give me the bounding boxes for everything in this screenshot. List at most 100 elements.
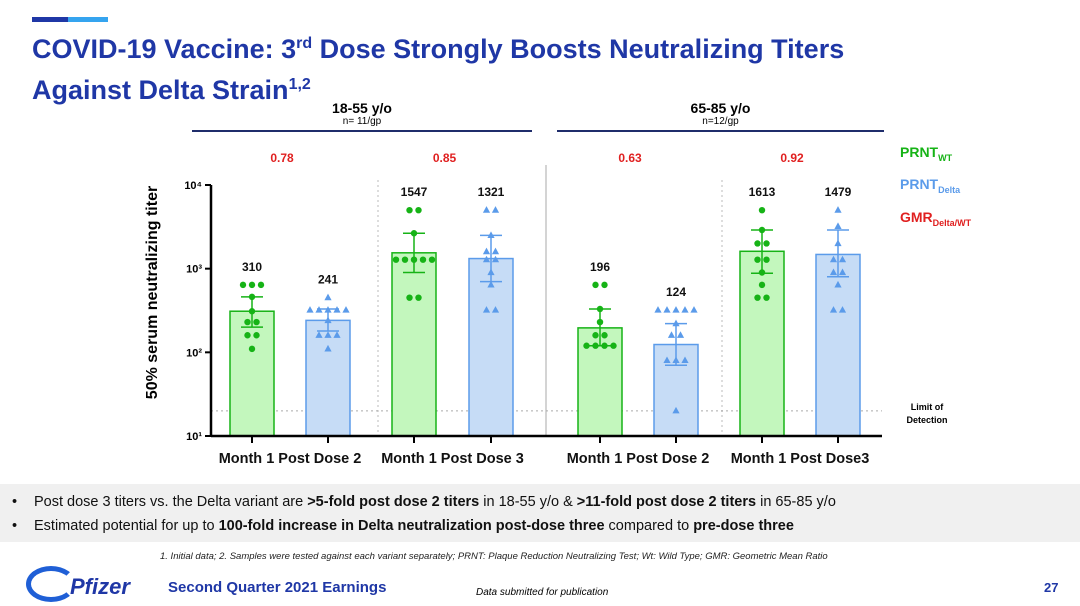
data-point (663, 306, 671, 313)
data-point (663, 356, 671, 364)
data-point (419, 256, 427, 263)
lod-label: Limit of (911, 402, 944, 412)
data-point (838, 306, 847, 313)
data-point (667, 331, 676, 338)
group-header-65-85: 65-85 y/o n=12/gp (690, 100, 751, 127)
data-point (834, 206, 842, 213)
pfizer-logo-icon (26, 566, 76, 602)
data-point (592, 332, 599, 339)
bullet-2: • Estimated potential for up to 100-fold … (12, 518, 794, 534)
bar-value-label: 124 (666, 285, 686, 299)
data-point (763, 240, 770, 247)
y-tick-label: 10³ (186, 264, 202, 276)
data-point (415, 294, 422, 301)
accent-bar-light (68, 17, 108, 22)
data-point (482, 206, 491, 213)
data-point (758, 226, 766, 234)
group-header-18-55: 18-55 y/o n= 11/gp (332, 100, 392, 127)
data-point (834, 222, 842, 230)
data-point (487, 231, 495, 238)
bar-value-label: 1547 (401, 185, 428, 199)
bar-value-label: 1479 (825, 185, 852, 199)
data-point (838, 255, 847, 263)
data-point (676, 331, 685, 338)
data-point (324, 293, 332, 301)
footer-earnings: Second Quarter 2021 Earnings (168, 579, 387, 596)
data-point (248, 345, 256, 353)
pfizer-logo-text: Pfizer (70, 574, 130, 599)
data-point (491, 206, 500, 213)
data-point (239, 281, 247, 289)
gmr-label: 0.78 (270, 151, 294, 165)
data-point (592, 281, 599, 289)
bullet-1: • Post dose 3 titers vs. the Delta varian… (12, 494, 836, 510)
data-point (758, 206, 766, 214)
data-point (829, 255, 838, 263)
data-point (758, 281, 766, 289)
data-point (690, 306, 698, 313)
bar (391, 252, 437, 437)
data-point (333, 306, 341, 313)
data-point (834, 239, 842, 247)
page-title: COVID-19 Vaccine: 3rd Dose Strongly Boos… (32, 34, 845, 105)
data-point (838, 268, 847, 276)
bar (468, 257, 514, 437)
x-category-label: Month 1 Post Dose3 (731, 451, 870, 467)
data-point (654, 306, 662, 313)
group-divider (192, 130, 532, 132)
data-point (406, 206, 413, 214)
data-point (491, 255, 500, 263)
y-tick-label: 10¹ (186, 431, 202, 443)
data-point (415, 206, 422, 214)
data-point (482, 306, 491, 313)
data-point (406, 294, 413, 301)
data-point (253, 332, 260, 339)
data-point (324, 331, 332, 338)
bar-value-label: 1613 (749, 185, 776, 199)
gmr-label: 0.92 (780, 151, 804, 165)
data-point (482, 255, 491, 263)
data-point (596, 318, 604, 326)
x-category-label: Month 1 Post Dose 2 (567, 451, 710, 467)
data-point (596, 305, 604, 313)
legend-gmr: GMRDelta/WT (900, 209, 972, 228)
y-tick-label: 10² (186, 347, 202, 359)
data-point (392, 256, 400, 263)
data-point (428, 256, 436, 263)
data-point (754, 256, 761, 263)
data-point (672, 406, 680, 414)
data-point (601, 281, 608, 289)
titer-chart: Limit of Detection 50% serum neutralizing … (144, 151, 948, 467)
gmr-label: 0.63 (618, 151, 642, 165)
data-point (333, 331, 341, 338)
data-point (253, 318, 260, 326)
lod-label: Detection (906, 415, 947, 425)
bar (229, 310, 275, 437)
legend-prnt-wt: PRNTWT (900, 144, 953, 163)
data-point (487, 268, 495, 276)
data-point (306, 306, 314, 313)
x-category-label: Month 1 Post Dose 2 (219, 451, 362, 467)
data-point (401, 256, 409, 263)
legend-prnt-delta: PRNTDelta (900, 176, 961, 195)
data-point (601, 332, 608, 339)
footer-submitted: Data submitted for publication (476, 587, 609, 598)
bar (739, 250, 785, 437)
data-point (754, 294, 761, 301)
data-point (244, 318, 251, 326)
data-point (829, 306, 838, 313)
data-point (315, 306, 323, 313)
data-point (601, 342, 608, 349)
data-point (834, 280, 842, 288)
data-point (257, 281, 265, 289)
data-point (487, 280, 495, 288)
data-point (324, 306, 332, 313)
bar-value-label: 310 (242, 260, 262, 274)
x-category-label: Month 1 Post Dose 3 (381, 451, 524, 467)
data-point (410, 256, 418, 263)
data-point (324, 344, 332, 352)
data-point (592, 342, 599, 349)
accent-bar-dark (32, 17, 68, 22)
footnote: 1. Initial data; 2. Samples were tested … (160, 551, 828, 562)
data-point (583, 342, 590, 349)
